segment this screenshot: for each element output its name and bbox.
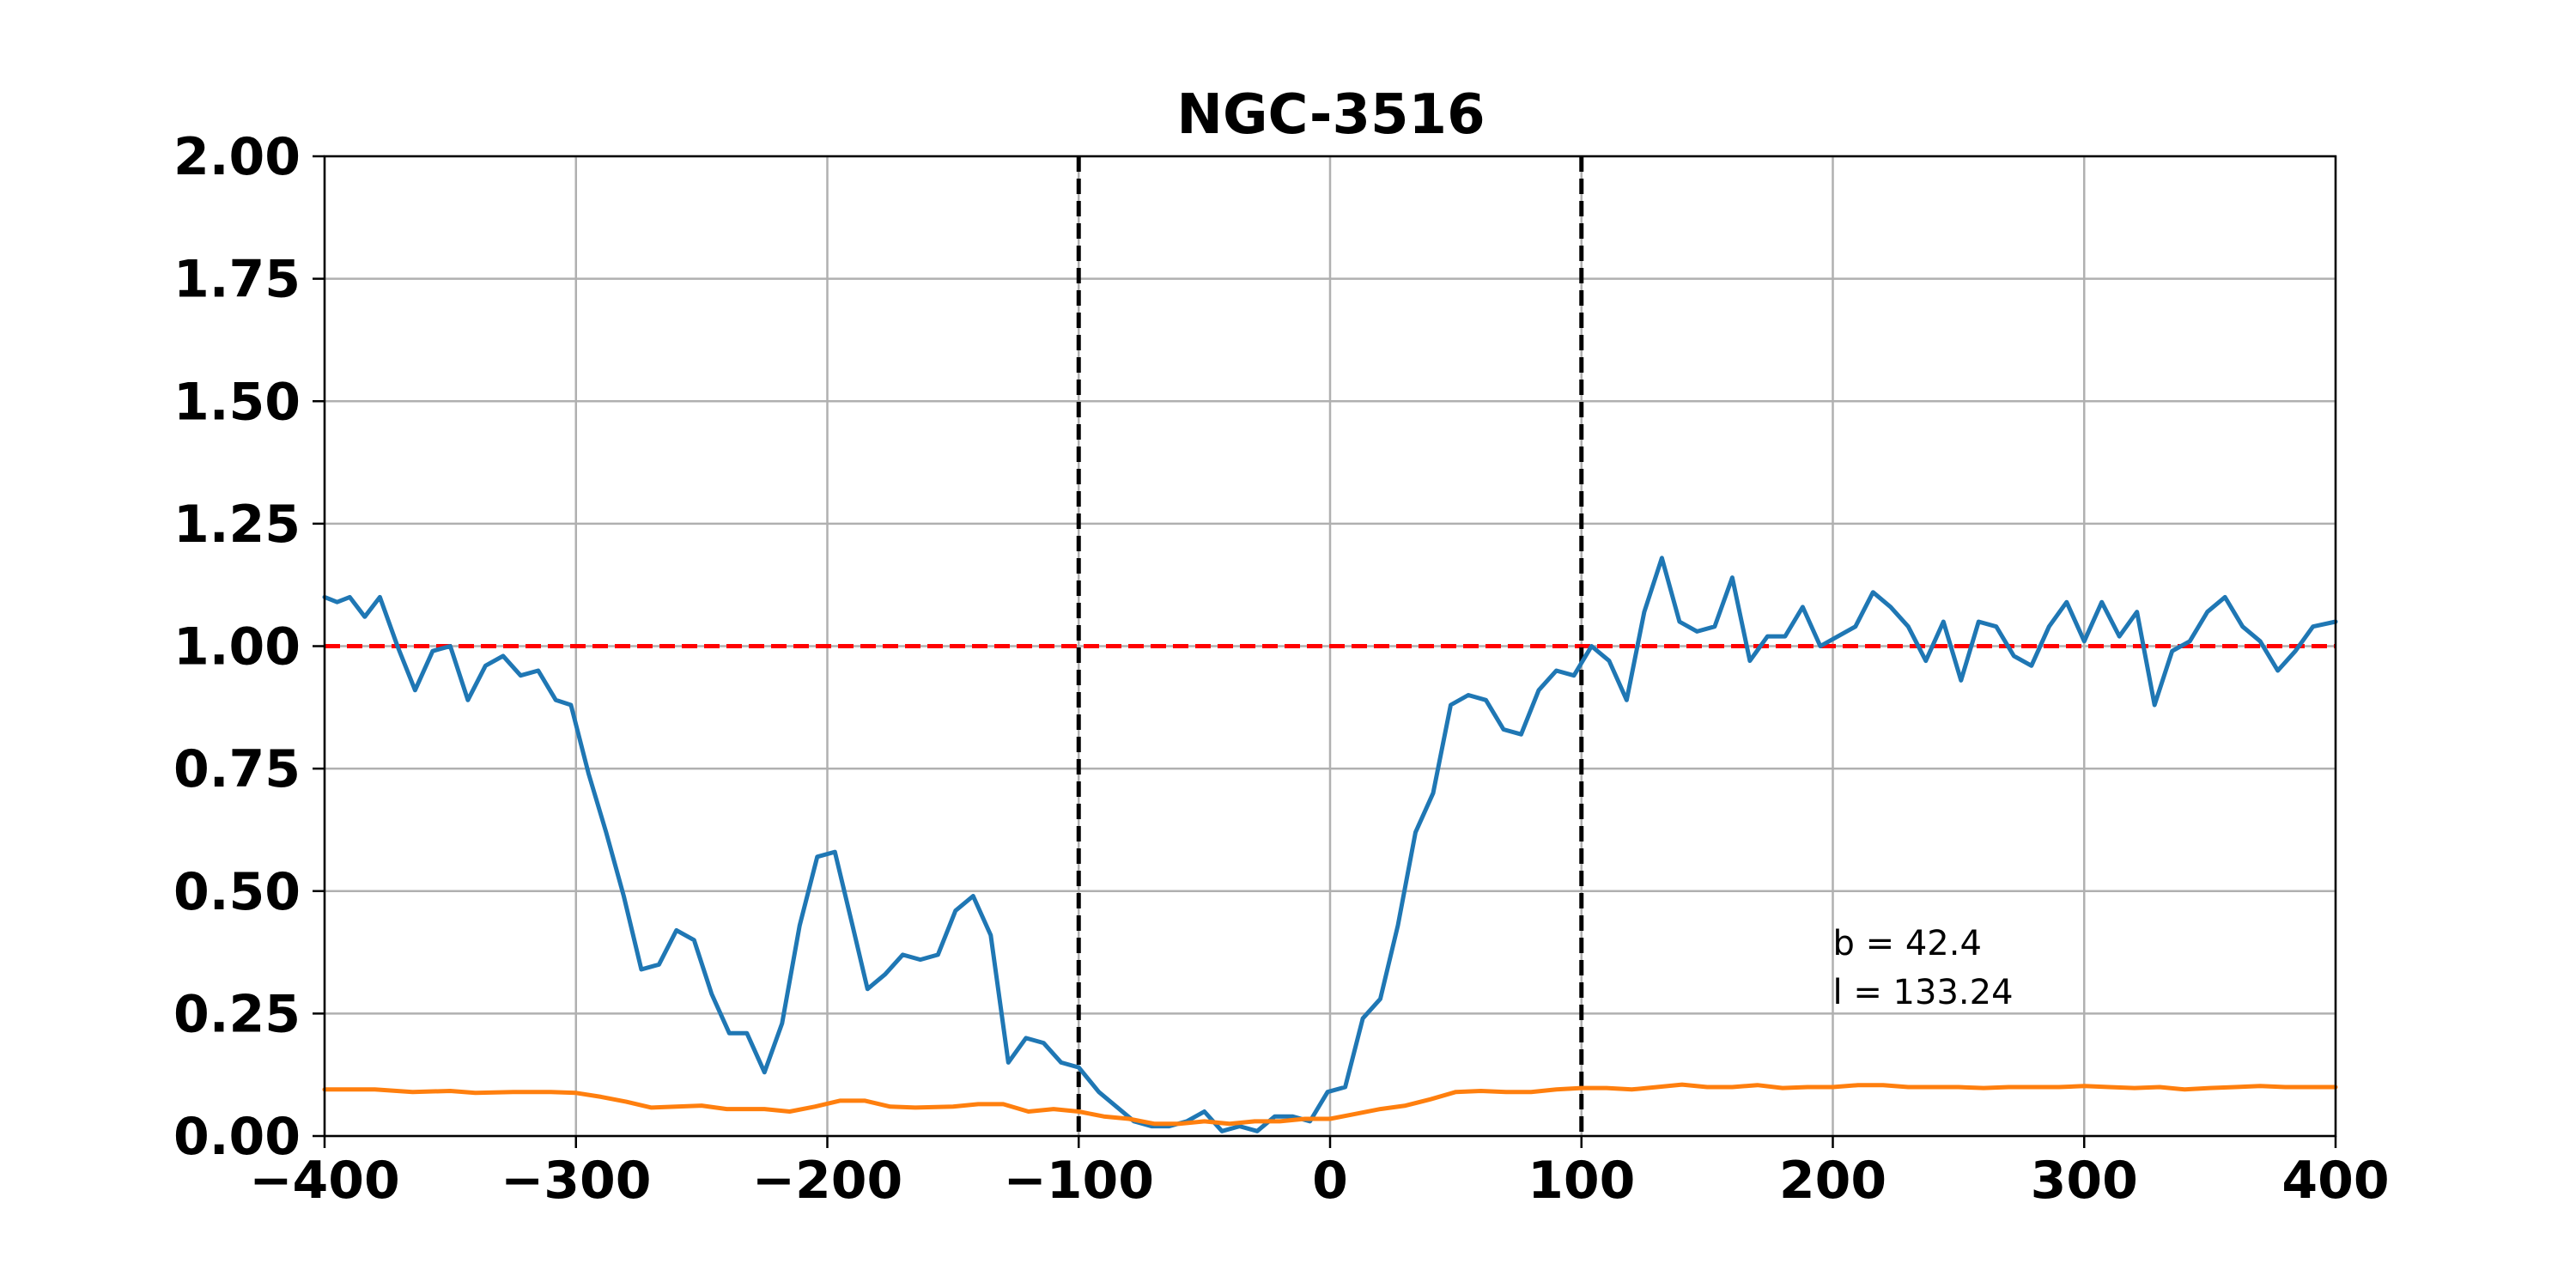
y-tick-label: 0.25 bbox=[173, 984, 301, 1044]
series-line-2 bbox=[322, 1082, 2338, 1127]
y-tick-label: 0.50 bbox=[173, 862, 301, 922]
reference-lines bbox=[325, 156, 2336, 1136]
y-tick-label: 1.75 bbox=[173, 250, 301, 310]
series-line-1 bbox=[322, 556, 2338, 1133]
y-tick-label: 1.25 bbox=[173, 495, 301, 555]
annotation-1: b = 42.4 bbox=[1833, 924, 1982, 963]
x-tick-label: −400 bbox=[249, 1151, 400, 1211]
x-tick-label: 0 bbox=[1312, 1151, 1348, 1211]
axis-ticks: −400 −300 −200 −100 0 100 200 300 400 0.00 0.25 0.5… bbox=[173, 127, 2390, 1211]
series-layer bbox=[322, 556, 2338, 1133]
y-tick-label: 1.00 bbox=[173, 617, 301, 677]
annotation-2: l = 133.24 bbox=[1833, 973, 2014, 1012]
y-tick-label: 0.75 bbox=[173, 739, 301, 799]
x-tick-label: −100 bbox=[1003, 1151, 1154, 1211]
x-tick-label: 100 bbox=[1528, 1151, 1635, 1211]
chart-title: NGC-3516 bbox=[1176, 83, 1485, 147]
y-tick-label: 2.00 bbox=[173, 127, 301, 187]
x-tick-label: 400 bbox=[2281, 1151, 2389, 1211]
y-tick-label: 1.50 bbox=[173, 372, 301, 432]
x-tick-label: −300 bbox=[501, 1151, 652, 1211]
y-tick-label: 0.00 bbox=[173, 1107, 301, 1167]
x-tick-label: 200 bbox=[1779, 1151, 1886, 1211]
x-tick-label: 300 bbox=[2031, 1151, 2138, 1211]
annotations: b = 42.4 l = 133.24 bbox=[1833, 924, 2014, 1012]
x-tick-label: −200 bbox=[752, 1151, 903, 1211]
